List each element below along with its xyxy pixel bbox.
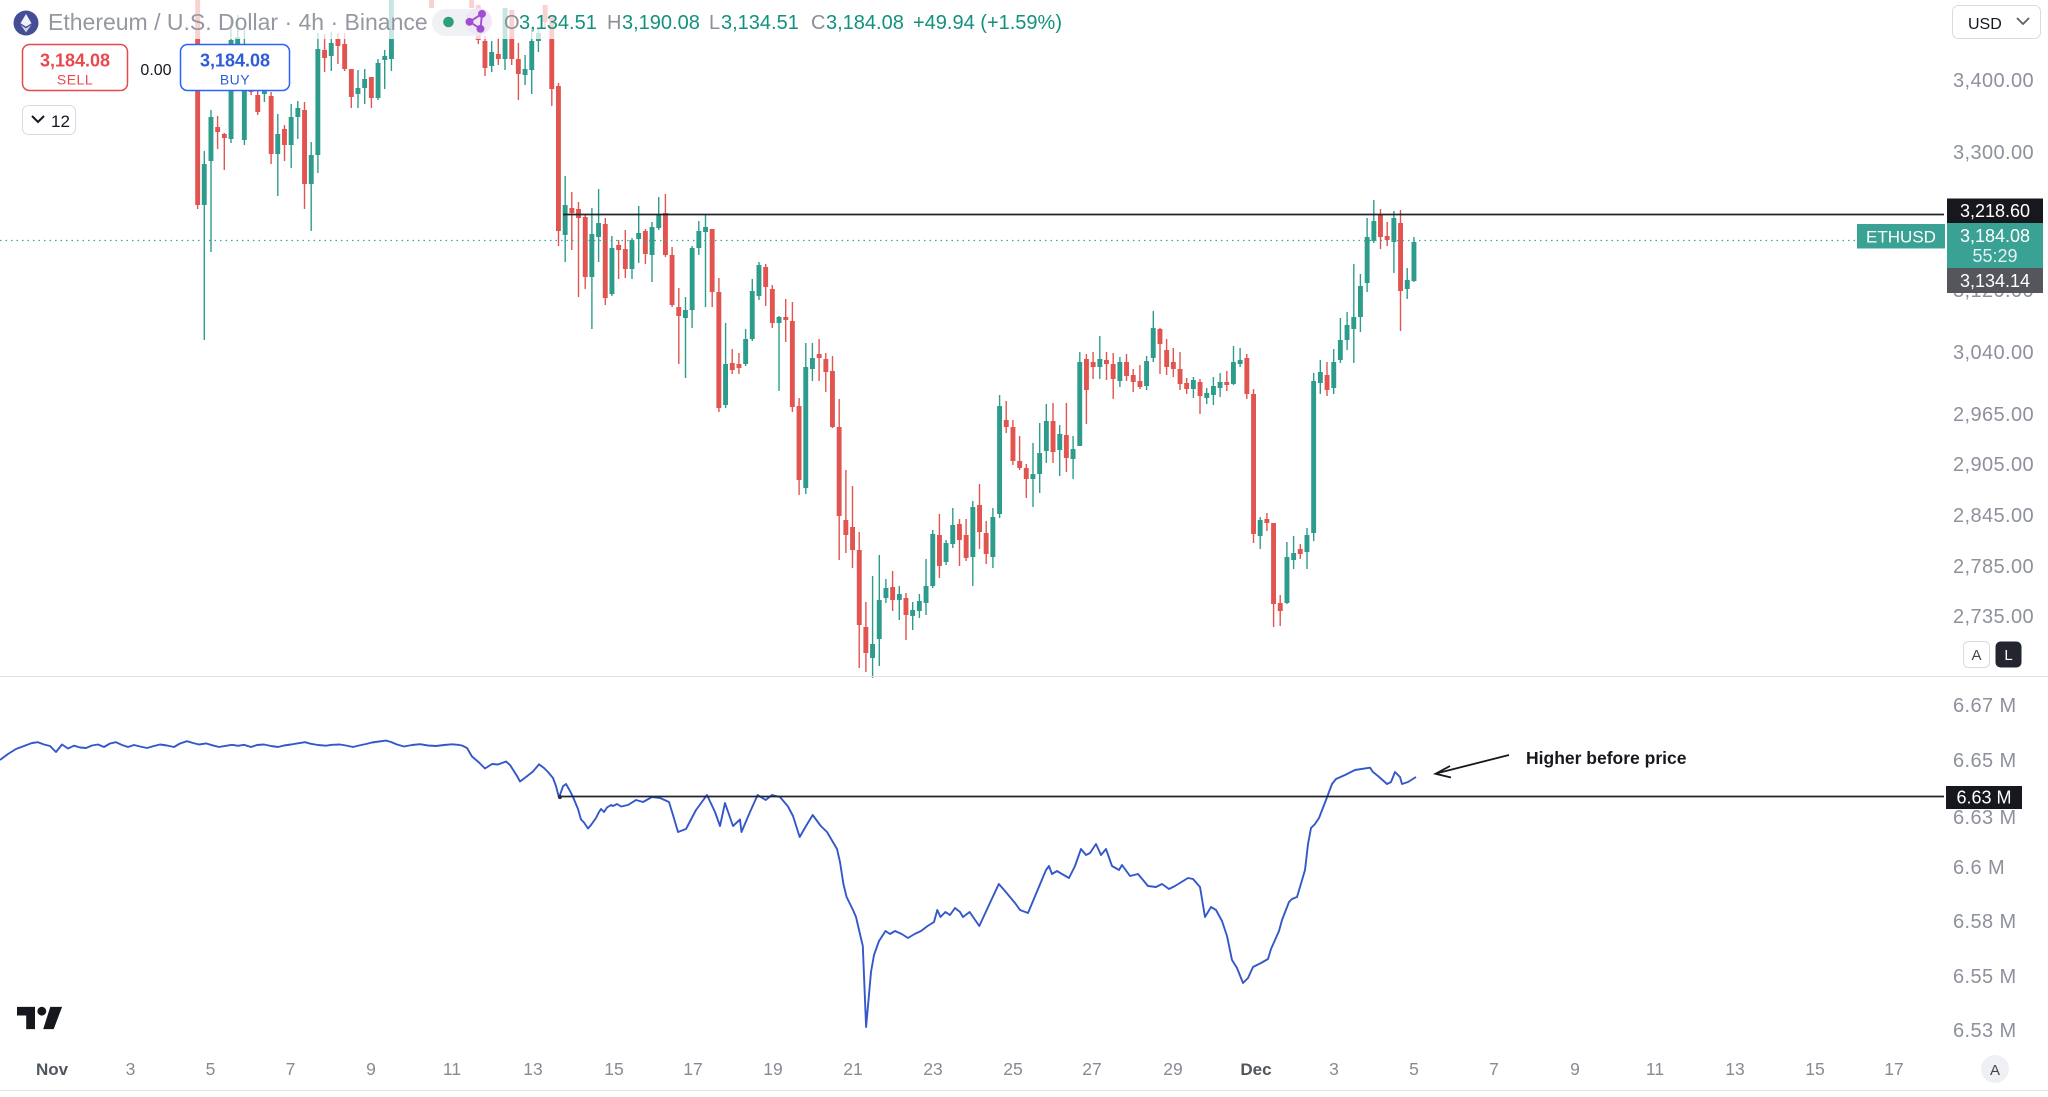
svg-text:5: 5 bbox=[206, 1059, 216, 1079]
svg-text:3,184.08: 3,184.08 bbox=[40, 51, 110, 71]
svg-text:5: 5 bbox=[1409, 1059, 1419, 1079]
svg-text:15: 15 bbox=[1805, 1059, 1824, 1079]
svg-text:29: 29 bbox=[1163, 1059, 1182, 1079]
svg-text:6.6 M: 6.6 M bbox=[1953, 857, 2005, 879]
svg-text:A: A bbox=[1990, 1062, 2000, 1079]
svg-text:9: 9 bbox=[1570, 1059, 1580, 1079]
svg-text:17: 17 bbox=[683, 1059, 702, 1079]
svg-text:2,905.00: 2,905.00 bbox=[1953, 454, 2034, 476]
svg-text:0.00: 0.00 bbox=[140, 62, 171, 79]
svg-text:3,184.08: 3,184.08 bbox=[1960, 226, 2030, 246]
svg-text:3: 3 bbox=[126, 1059, 136, 1079]
svg-text:SELL: SELL bbox=[57, 72, 93, 88]
svg-text:Nov: Nov bbox=[36, 1060, 69, 1079]
svg-text:6.65 M: 6.65 M bbox=[1953, 750, 2017, 772]
svg-text:27: 27 bbox=[1082, 1059, 1101, 1079]
svg-text:3,218.60: 3,218.60 bbox=[1960, 201, 2030, 221]
svg-text:3,134.14: 3,134.14 bbox=[1960, 271, 2030, 291]
svg-text:6.58 M: 6.58 M bbox=[1953, 911, 2017, 933]
svg-text:3: 3 bbox=[1329, 1059, 1339, 1079]
svg-text:3,184.08: 3,184.08 bbox=[826, 12, 904, 34]
svg-text:ETHUSD: ETHUSD bbox=[1866, 228, 1936, 247]
svg-text:2,845.00: 2,845.00 bbox=[1953, 505, 2034, 527]
svg-text:3,040.00: 3,040.00 bbox=[1953, 342, 2034, 364]
svg-text:3,300.00: 3,300.00 bbox=[1953, 142, 2034, 164]
svg-text:L: L bbox=[709, 12, 720, 34]
svg-text:Dec: Dec bbox=[1240, 1060, 1271, 1079]
svg-text:Ethereum / U.S. Dollar · 4h ·: Ethereum / U.S. Dollar · 4h · Binance bbox=[48, 9, 428, 35]
svg-text:3,190.08: 3,190.08 bbox=[622, 12, 700, 34]
svg-text:13: 13 bbox=[523, 1059, 542, 1079]
svg-text:Higher before price: Higher before price bbox=[1526, 748, 1687, 768]
svg-text:H: H bbox=[607, 12, 621, 34]
svg-text:2,965.00: 2,965.00 bbox=[1953, 404, 2034, 426]
svg-text:6.63 M: 6.63 M bbox=[1953, 807, 2017, 829]
svg-text:12: 12 bbox=[51, 112, 70, 131]
svg-text:2,785.00: 2,785.00 bbox=[1953, 556, 2034, 578]
svg-text:9: 9 bbox=[366, 1059, 376, 1079]
svg-text:11: 11 bbox=[443, 1059, 461, 1079]
svg-text:3,134.51: 3,134.51 bbox=[519, 12, 597, 34]
svg-text:6.63 M: 6.63 M bbox=[1956, 788, 2011, 808]
svg-text:23: 23 bbox=[923, 1059, 942, 1079]
svg-text:3,184.08: 3,184.08 bbox=[200, 51, 270, 71]
svg-text:25: 25 bbox=[1003, 1059, 1022, 1079]
svg-text:L: L bbox=[2004, 647, 2012, 664]
svg-text:C: C bbox=[811, 12, 825, 34]
svg-text:6.55 M: 6.55 M bbox=[1953, 966, 2017, 988]
svg-text:11: 11 bbox=[1646, 1059, 1664, 1079]
svg-text:13: 13 bbox=[1725, 1059, 1744, 1079]
svg-text:6.67 M: 6.67 M bbox=[1953, 695, 2017, 717]
svg-text:3,400.00: 3,400.00 bbox=[1953, 70, 2034, 92]
svg-text:2,735.00: 2,735.00 bbox=[1953, 606, 2034, 628]
svg-text:15: 15 bbox=[604, 1059, 623, 1079]
svg-text:17: 17 bbox=[1884, 1059, 1903, 1079]
svg-text:21: 21 bbox=[843, 1059, 862, 1079]
svg-text:55:29: 55:29 bbox=[1972, 246, 2017, 266]
svg-text:19: 19 bbox=[763, 1059, 782, 1079]
svg-text:A: A bbox=[1971, 647, 1981, 664]
svg-text:+49.94 (+1.59%): +49.94 (+1.59%) bbox=[913, 12, 1062, 34]
svg-text:3,134.51: 3,134.51 bbox=[721, 12, 799, 34]
svg-text:O: O bbox=[504, 12, 520, 34]
svg-text:7: 7 bbox=[286, 1059, 296, 1079]
svg-text:6.53 M: 6.53 M bbox=[1953, 1020, 2017, 1042]
svg-text:USD: USD bbox=[1968, 16, 2002, 33]
svg-text:7: 7 bbox=[1489, 1059, 1499, 1079]
svg-text:BUY: BUY bbox=[220, 72, 250, 88]
